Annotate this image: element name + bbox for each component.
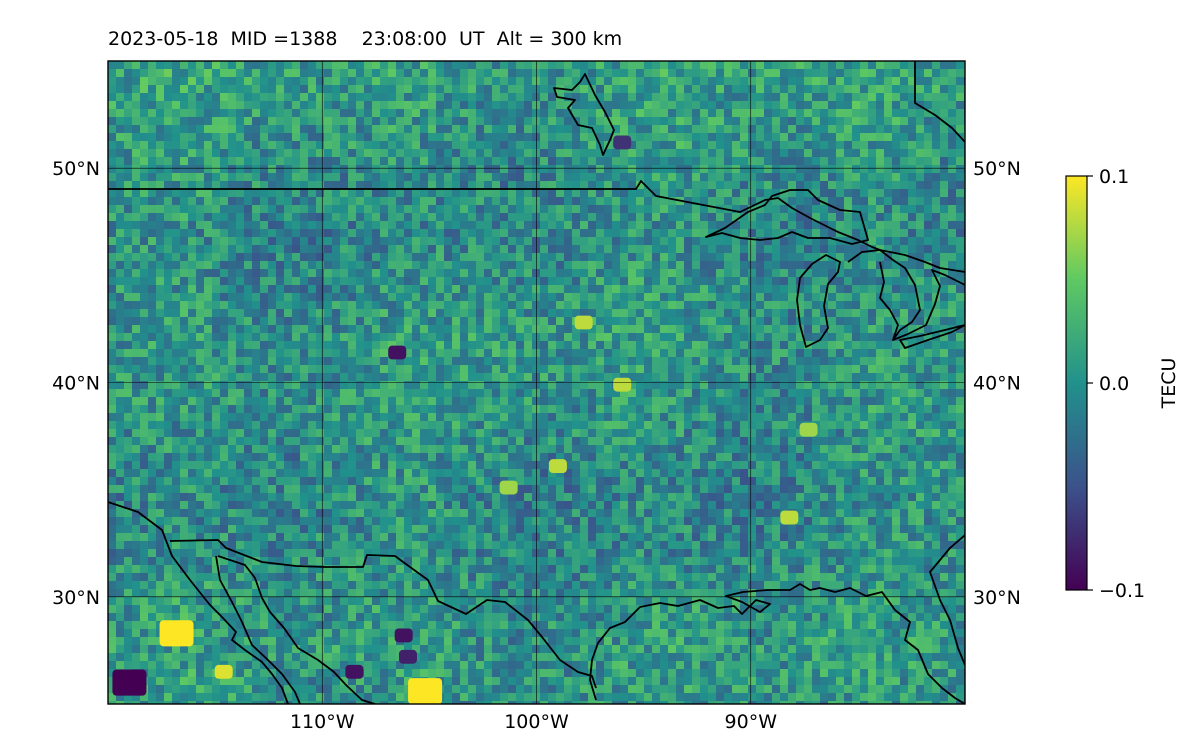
tec-anomaly [780,510,799,525]
tec-anomaly [499,480,518,495]
colorbar-tick-label: 0.1 [1099,166,1129,188]
tec-anomaly [398,649,417,664]
longitude-label: 110°W [290,711,355,733]
tec-anomaly [159,620,194,647]
gulf-coast [589,583,965,704]
tec-anomaly [345,664,364,679]
tec-anomaly [799,422,818,437]
longitude-label: 100°W [504,711,569,733]
latitude-label: 50°N [52,158,100,180]
colorbar-bar [1065,175,1088,591]
latitude-labels-right: 50°N 40°N 30°N [973,158,1021,609]
tec-anomaly [548,459,567,474]
gulf-of-california [215,555,301,704]
hudson-bay-coast [553,73,615,156]
tec-anomaly [214,664,233,679]
graticule [108,61,965,704]
lake-michigan [796,254,841,348]
mexico-west-coast [217,555,376,704]
longitude-labels: 110°W 100°W 90°W [290,711,777,733]
tec-anomaly [613,377,632,392]
us-canada-border [108,180,881,251]
colorbar-ticks: 0.1 0.0 −0.1 [1087,166,1145,602]
colorbar-tick-label: −0.1 [1099,580,1145,602]
ontario-border [879,249,965,273]
map-title: 2023-05-18 MID =1388 23:08:00 UT Alt = 3… [108,28,623,50]
latitude-label: 30°N [973,587,1021,609]
map-frame [107,60,966,705]
lower-michigan [879,261,899,341]
lake-huron [847,249,965,341]
tec-anomaly [408,678,443,704]
latitude-labels-left: 50°N 40°N 30°N [52,158,100,609]
tec-anomaly [112,669,147,696]
colorbar-label: TECU [1158,358,1180,410]
colorbar-tick-label: 0.0 [1099,373,1129,395]
latitude-label: 40°N [973,373,1021,395]
colorbar: 0.1 0.0 −0.1 TECU [1065,166,1180,602]
us-mexico-border [169,539,597,689]
longitude-label: 90°W [725,711,778,733]
tec-anomaly [613,135,632,150]
james-bay-coast [914,61,965,143]
baja-california [108,501,289,704]
tec-anomaly [388,345,407,360]
latitude-label: 50°N [973,158,1021,180]
lake-erie [899,324,965,349]
tec-anomaly [574,315,593,330]
coastlines-borders [108,61,965,704]
lake-superior [705,189,869,245]
latitude-label: 40°N [52,373,100,395]
florida-east-coast [929,534,965,666]
tec-anomaly [394,628,413,643]
latitude-label: 30°N [52,587,100,609]
tec-anomaly-layer [112,135,818,704]
